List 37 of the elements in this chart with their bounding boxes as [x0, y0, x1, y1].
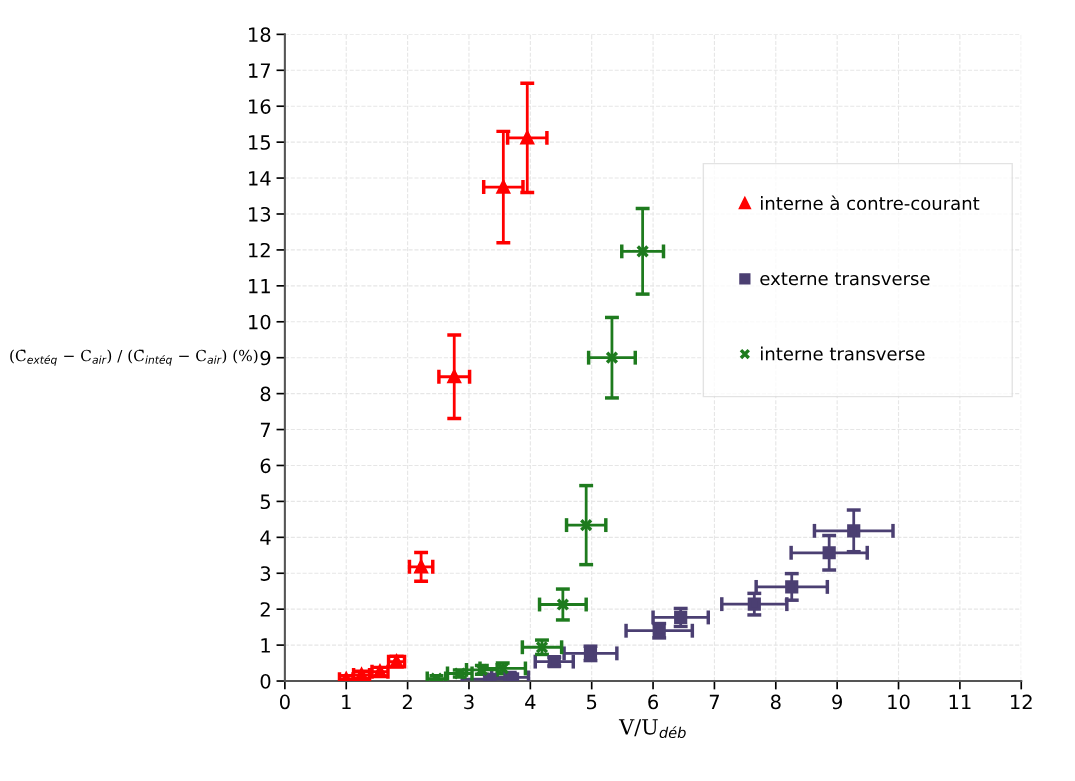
- x-tick-label: 5: [587, 694, 597, 710]
- y-tick-label: 12: [249, 242, 270, 258]
- x-tick-label: 12: [1011, 694, 1032, 709]
- x-tick-label: 10: [888, 694, 910, 710]
- y-tick-label: 9: [260, 350, 271, 366]
- y-tick-label: 0: [260, 673, 271, 689]
- x-tick-label: 3: [464, 694, 474, 710]
- y-tick-label: 10: [249, 314, 271, 330]
- y-tick-label: 18: [249, 27, 271, 43]
- x-tick-label: 2: [402, 694, 412, 709]
- x-tick-label: 4: [525, 694, 536, 709]
- x-tick-label: 11: [949, 694, 971, 709]
- text: (C̄$_{extéq}$ − C$_{air}$) / (C̄$_{intéq}$ − C$_{air}$) (%): [10, 349, 258, 366]
- y-tick-label: 3: [260, 566, 271, 581]
- x-tick-label: 0: [279, 694, 290, 710]
- legend-label: interne à contre-courant: [761, 195, 980, 211]
- x-tick-label: 8: [770, 694, 781, 710]
- y-tick-label: 8: [260, 386, 271, 402]
- legend-label: externe transverse: [760, 272, 930, 286]
- y-tick-label: 4: [260, 530, 271, 545]
- x-axis-title: V/U$_{déb}$: [618, 719, 686, 739]
- x-tick-label: 7: [709, 694, 719, 709]
- x-tick-label: 1: [342, 694, 351, 709]
- y-tick-label: 6: [260, 458, 271, 474]
- y-tick-label: 2: [260, 602, 270, 617]
- y-tick-label: 16: [249, 99, 271, 114]
- y-tick-label: 13: [249, 206, 271, 222]
- y-tick-label: 17: [249, 63, 271, 78]
- y-tick-label: 11: [249, 279, 270, 294]
- x-tick-label: 6: [648, 694, 659, 710]
- y-tick-label: 14: [249, 171, 271, 186]
- y-tick-label: 1: [261, 638, 270, 653]
- y-tick-label: 7: [260, 422, 271, 437]
- y-tick-label: 5: [260, 494, 270, 510]
- x-tick-label: 9: [832, 694, 842, 710]
- y-tick-label: 15: [249, 135, 270, 150]
- legend-label: interne transverse: [761, 346, 925, 361]
